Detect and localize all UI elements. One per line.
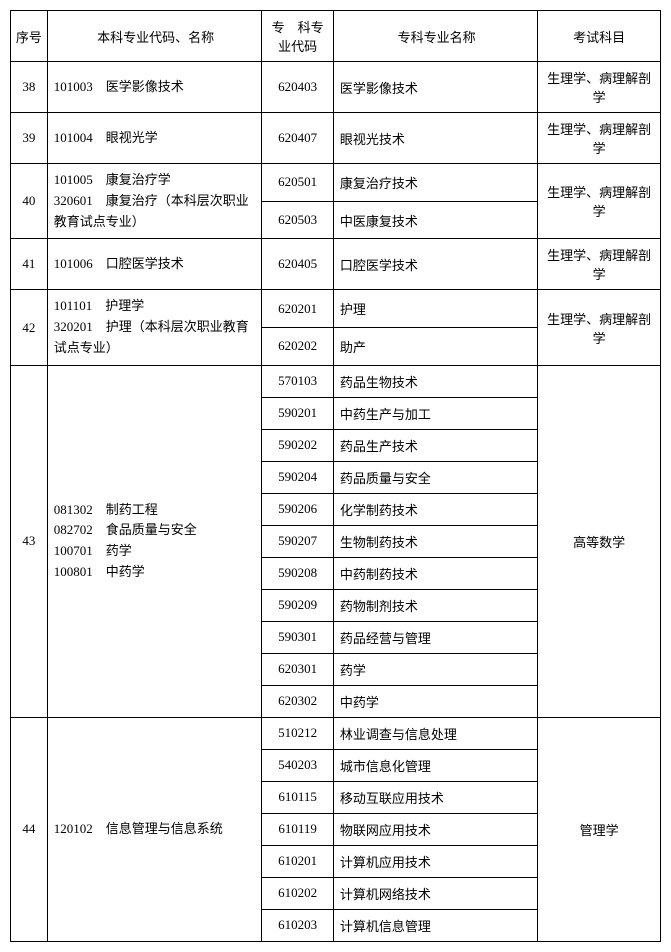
cell-exam: 管理学	[538, 717, 661, 941]
cell-major: 101004 眼视光学	[47, 113, 262, 164]
cell-code: 610202	[262, 877, 334, 909]
cell-code: 620301	[262, 653, 334, 685]
cell-seq: 39	[11, 113, 48, 164]
cell-cname: 医学影像技术	[333, 62, 537, 113]
cell-cname: 助产	[333, 328, 537, 366]
cell-exam: 生理学、病理解剖学	[538, 113, 661, 164]
cell-cname: 物联网应用技术	[333, 813, 537, 845]
table-row: 39101004 眼视光学620407眼视光技术生理学、病理解剖学	[11, 113, 661, 164]
cell-code: 620407	[262, 113, 334, 164]
cell-code: 540203	[262, 749, 334, 781]
cell-code: 590208	[262, 557, 334, 589]
table-row: 41101006 口腔医学技术620405口腔医学技术生理学、病理解剖学	[11, 239, 661, 290]
cell-cname: 城市信息化管理	[333, 749, 537, 781]
cell-cname: 药品生产技术	[333, 429, 537, 461]
cell-code: 620501	[262, 164, 334, 202]
header-seq: 序号	[11, 11, 48, 62]
cell-major: 081302 制药工程 082702 食品质量与安全 100701 药学 100…	[47, 365, 262, 717]
table-row: 44120102 信息管理与信息系统510212林业调查与信息处理管理学	[11, 717, 661, 749]
cell-cname: 移动互联应用技术	[333, 781, 537, 813]
header-exam: 考试科目	[538, 11, 661, 62]
cell-code: 590206	[262, 493, 334, 525]
cell-code: 590204	[262, 461, 334, 493]
cell-seq: 44	[11, 717, 48, 941]
table-body: 38101003 医学影像技术620403医学影像技术生理学、病理解剖学3910…	[11, 62, 661, 942]
header-code: 专 科专业代码	[262, 11, 334, 62]
cell-cname: 生物制药技术	[333, 525, 537, 557]
cell-code: 620201	[262, 290, 334, 328]
header-major: 本科专业代码、名称	[47, 11, 262, 62]
table-row: 43081302 制药工程 082702 食品质量与安全 100701 药学 1…	[11, 365, 661, 397]
cell-exam: 生理学、病理解剖学	[538, 62, 661, 113]
cell-exam: 高等数学	[538, 365, 661, 717]
cell-major: 101101 护理学 320201 护理（本科层次职业教育试点专业）	[47, 290, 262, 365]
cell-exam: 生理学、病理解剖学	[538, 290, 661, 365]
cell-cname: 中药制药技术	[333, 557, 537, 589]
cell-seq: 38	[11, 62, 48, 113]
cell-cname: 药品生物技术	[333, 365, 537, 397]
cell-cname: 计算机应用技术	[333, 845, 537, 877]
cell-code: 590202	[262, 429, 334, 461]
cell-code: 610119	[262, 813, 334, 845]
cell-cname: 药学	[333, 653, 537, 685]
cell-code: 610203	[262, 909, 334, 941]
cell-cname: 康复治疗技术	[333, 164, 537, 202]
cell-exam: 生理学、病理解剖学	[538, 239, 661, 290]
header-row: 序号 本科专业代码、名称 专 科专业代码 专科专业名称 考试科目	[11, 11, 661, 62]
cell-cname: 化学制药技术	[333, 493, 537, 525]
cell-code: 570103	[262, 365, 334, 397]
cell-seq: 41	[11, 239, 48, 290]
table-row: 42101101 护理学 320201 护理（本科层次职业教育试点专业）6202…	[11, 290, 661, 328]
cell-cname: 中药学	[333, 685, 537, 717]
cell-code: 620405	[262, 239, 334, 290]
cell-cname: 护理	[333, 290, 537, 328]
cell-major: 120102 信息管理与信息系统	[47, 717, 262, 941]
cell-code: 620503	[262, 201, 334, 239]
table-row: 38101003 医学影像技术620403医学影像技术生理学、病理解剖学	[11, 62, 661, 113]
cell-code: 510212	[262, 717, 334, 749]
cell-cname: 林业调查与信息处理	[333, 717, 537, 749]
cell-cname: 计算机信息管理	[333, 909, 537, 941]
cell-major: 101005 康复治疗学 320601 康复治疗（本科层次职业教育试点专业）	[47, 164, 262, 239]
cell-cname: 药物制剂技术	[333, 589, 537, 621]
cell-cname: 药品质量与安全	[333, 461, 537, 493]
cell-cname: 眼视光技术	[333, 113, 537, 164]
cell-exam: 生理学、病理解剖学	[538, 164, 661, 239]
cell-seq: 42	[11, 290, 48, 365]
cell-major: 101003 医学影像技术	[47, 62, 262, 113]
cell-major: 101006 口腔医学技术	[47, 239, 262, 290]
cell-cname: 中医康复技术	[333, 201, 537, 239]
cell-code: 610115	[262, 781, 334, 813]
cell-cname: 计算机网络技术	[333, 877, 537, 909]
cell-cname: 口腔医学技术	[333, 239, 537, 290]
table-row: 40101005 康复治疗学 320601 康复治疗（本科层次职业教育试点专业）…	[11, 164, 661, 202]
cell-cname: 药品经营与管理	[333, 621, 537, 653]
header-cname: 专科专业名称	[333, 11, 537, 62]
cell-code: 620302	[262, 685, 334, 717]
cell-code: 610201	[262, 845, 334, 877]
cell-code: 590301	[262, 621, 334, 653]
cell-code: 620202	[262, 328, 334, 366]
cell-code: 590201	[262, 397, 334, 429]
cell-code: 620403	[262, 62, 334, 113]
major-mapping-table: 序号 本科专业代码、名称 专 科专业代码 专科专业名称 考试科目 3810100…	[10, 10, 661, 942]
cell-code: 590207	[262, 525, 334, 557]
cell-code: 590209	[262, 589, 334, 621]
cell-seq: 43	[11, 365, 48, 717]
cell-seq: 40	[11, 164, 48, 239]
cell-cname: 中药生产与加工	[333, 397, 537, 429]
